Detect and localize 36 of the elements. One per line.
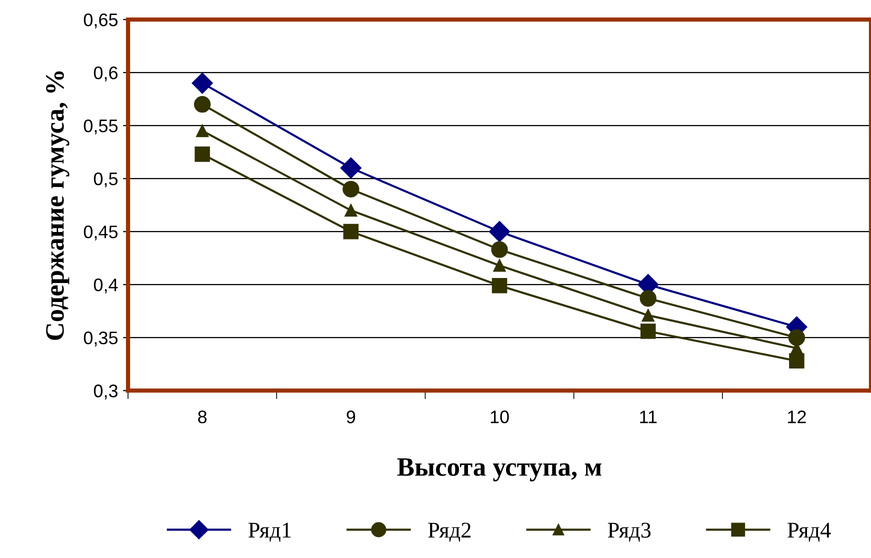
legend-label: Ряд4	[788, 522, 831, 542]
point	[788, 329, 806, 346]
y-tick-label: 0,3	[94, 384, 118, 400]
x-tick-label: 11	[640, 410, 657, 424]
point	[491, 241, 508, 258]
point	[493, 259, 506, 272]
x-tick-label: 9	[346, 410, 356, 424]
point	[342, 180, 360, 198]
x-axis-title: Высота уступа, м	[397, 458, 602, 482]
x-tick-label: 8	[198, 410, 207, 424]
y-tick-label: 0,35	[84, 332, 118, 346]
point	[344, 204, 358, 217]
y-tick-label: 0,5	[94, 172, 118, 188]
y-tick-label: 0,4	[94, 278, 118, 294]
point	[492, 278, 508, 294]
point	[340, 157, 362, 178]
point	[489, 221, 510, 242]
point	[343, 224, 359, 240]
y-tick-label: 0,6	[94, 66, 118, 82]
legend-label: Ряд3	[608, 522, 651, 542]
point	[192, 72, 213, 94]
y-axis-title: Содержание гумуса, %	[46, 71, 70, 340]
point	[640, 324, 656, 339]
y-tick-label: 0,45	[84, 226, 118, 240]
point	[642, 309, 654, 322]
y-tick-label: 0,65	[84, 13, 118, 28]
y-tick-label: 0,55	[84, 119, 118, 134]
x-tick-label: 10	[490, 410, 509, 424]
point	[194, 96, 211, 113]
x-tick-label: 12	[788, 410, 806, 424]
point	[196, 124, 209, 138]
point	[640, 290, 656, 307]
point	[789, 353, 804, 369]
legend-label: Ряд2	[428, 522, 471, 542]
legend-label: Ряд1	[248, 522, 291, 542]
point	[194, 146, 210, 162]
